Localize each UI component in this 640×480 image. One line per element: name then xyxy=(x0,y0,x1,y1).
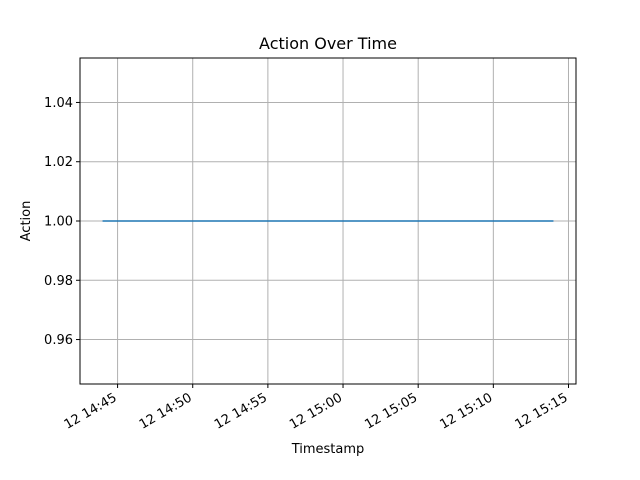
y-tick-label: 0.96 xyxy=(44,333,73,348)
y-tick-label: 1.04 xyxy=(44,96,73,111)
x-tick-label: 12 14:55 xyxy=(212,390,270,432)
x-tick-label: 12 14:45 xyxy=(62,390,120,432)
x-tick-label: 12 15:15 xyxy=(513,390,571,432)
x-tick-label: 12 15:00 xyxy=(287,390,345,432)
chart-title: Action Over Time xyxy=(259,34,397,53)
x-tick-label: 12 15:05 xyxy=(362,390,420,432)
y-axis-label: Action xyxy=(19,201,34,242)
y-tick-label: 0.98 xyxy=(44,274,73,289)
y-tick-label: 1.00 xyxy=(44,215,73,230)
x-tick-label: 12 15:10 xyxy=(437,390,495,432)
x-tick-label: 12 14:50 xyxy=(137,390,195,432)
y-axis-ticks: 0.96 0.98 1.00 1.02 1.04 xyxy=(44,96,80,348)
x-axis-ticks: 12 14:45 12 14:50 12 14:55 12 15:00 12 15:05… xyxy=(62,384,571,433)
y-tick-label: 1.02 xyxy=(44,155,73,170)
x-axis-label: Timestamp xyxy=(291,442,365,457)
